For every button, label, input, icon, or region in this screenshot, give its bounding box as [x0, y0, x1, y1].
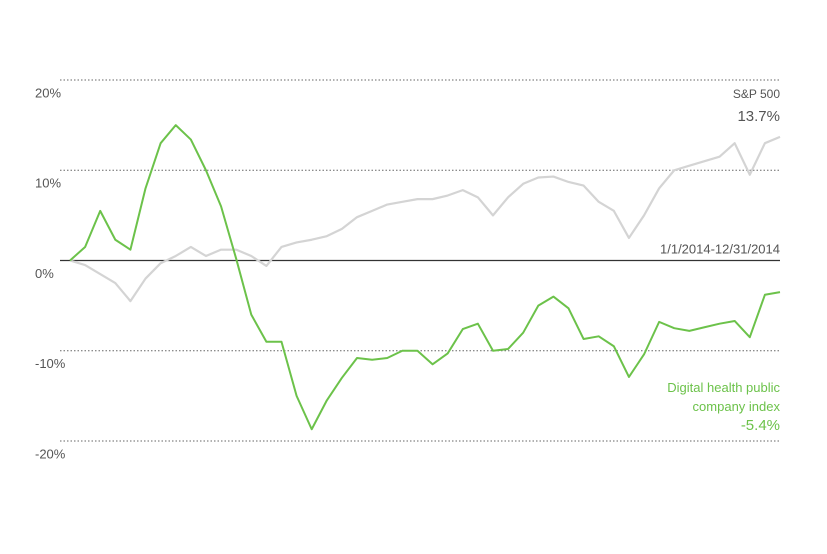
legend-digital-health: Digital health public company index — [667, 380, 780, 414]
legend-sp500: S&P 500 — [732, 87, 780, 101]
y-tick-label: -10% — [35, 356, 66, 371]
y-tick-label: 10% — [35, 176, 61, 191]
y-tick-label: -20% — [35, 446, 66, 461]
y-tick-label: 20% — [35, 85, 61, 100]
digital-health-change: -5.4% — [740, 417, 780, 434]
series-line — [69, 135, 781, 303]
y-tick-label: 0% — [35, 266, 54, 281]
series-line — [69, 124, 781, 431]
date-range: 1/1/2014-12/31/2014 — [660, 241, 780, 256]
sp500-change: 13.7% — [737, 108, 780, 125]
